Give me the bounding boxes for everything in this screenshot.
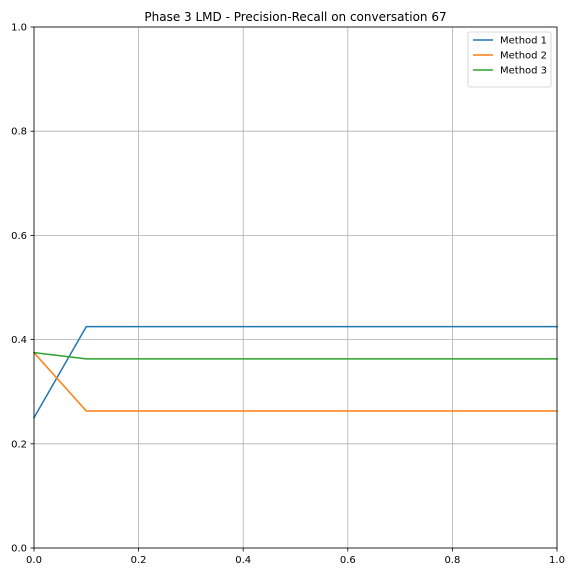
series-line-method-3 bbox=[33, 351, 558, 360]
series-line-method-1 bbox=[32, 325, 558, 419]
legend-label: Method 1 bbox=[500, 36, 547, 47]
grid-layer bbox=[33, 26, 558, 549]
y-tick-label: 1.0 bbox=[11, 23, 27, 34]
chart-title: Phase 3 LMD - Precision-Recall on conver… bbox=[144, 10, 446, 24]
x-tick-label: 0.4 bbox=[235, 555, 251, 566]
y-tick-label: 0.6 bbox=[11, 231, 27, 242]
series-layer bbox=[32, 325, 558, 419]
legend: Method 1 Method 2 Method 3 bbox=[467, 31, 552, 88]
x-tick-label: 0.8 bbox=[444, 555, 460, 566]
y-tick-label: 0.4 bbox=[11, 335, 27, 346]
x-tick-label: 0.0 bbox=[26, 555, 42, 566]
axes-frame bbox=[33, 26, 558, 549]
legend-label: Method 2 bbox=[500, 51, 547, 62]
tick-layer: 0.0 0.2 0.4 0.6 0.8 1.0 0.0 0.2 0.4 0.6 0.8 1.0 bbox=[11, 23, 565, 567]
y-tick-label: 0.2 bbox=[11, 439, 27, 450]
series-line-method-2 bbox=[32, 351, 558, 412]
y-tick-label: 0.8 bbox=[11, 127, 27, 138]
x-tick-label: 1.0 bbox=[549, 555, 565, 566]
x-tick-label: 0.6 bbox=[340, 555, 356, 566]
legend-box bbox=[467, 31, 552, 88]
plot-area bbox=[34, 27, 557, 548]
y-tick-label: 0.0 bbox=[11, 544, 27, 555]
legend-label: Method 3 bbox=[500, 66, 547, 77]
x-tick-label: 0.2 bbox=[131, 555, 147, 566]
